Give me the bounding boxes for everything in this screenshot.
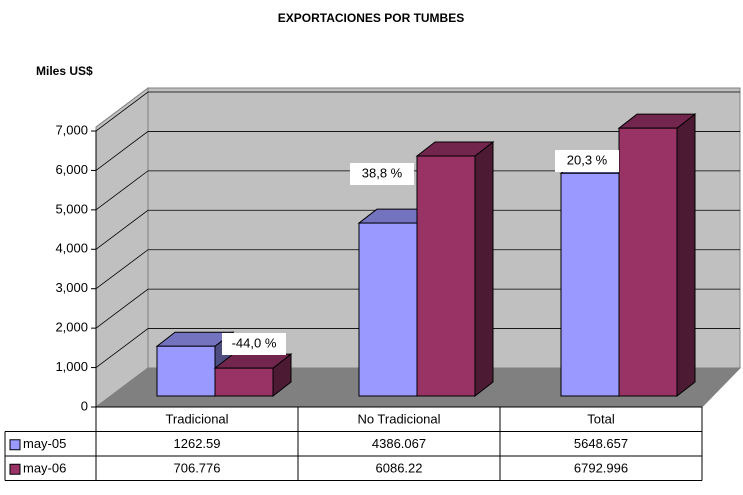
legend-swatch xyxy=(9,439,21,451)
bar-side xyxy=(676,113,696,398)
annotation-box xyxy=(350,163,414,185)
grid-line xyxy=(95,288,740,329)
x-tick-label: Tradicional xyxy=(165,412,228,427)
grid-line xyxy=(95,249,740,290)
legend-label: may-06 xyxy=(23,461,66,476)
grid-line xyxy=(95,170,740,211)
y-tick-label: 5,000 xyxy=(55,201,88,216)
y-tick-label: 0 xyxy=(81,398,88,413)
bar-side xyxy=(474,141,494,398)
annotation: -44,0 % xyxy=(232,335,277,350)
table-value: 1262.59 xyxy=(174,436,221,451)
y-axis-label: Miles US$ xyxy=(36,64,93,78)
table-value: 6792.996 xyxy=(574,461,628,476)
grid-line xyxy=(95,209,740,250)
y-tick-label: 1,000 xyxy=(55,359,88,374)
legend-swatch xyxy=(9,463,21,475)
bar xyxy=(214,367,274,397)
grid-line xyxy=(95,91,740,132)
y-tick-label: 2,000 xyxy=(55,320,88,335)
x-tick-label: No Tradicional xyxy=(357,412,440,427)
annotation: 38,8 % xyxy=(362,165,403,180)
grid-line xyxy=(95,328,740,368)
table-value: 4386.067 xyxy=(372,436,426,451)
x-tick-label: Total xyxy=(587,412,615,427)
bar xyxy=(358,222,418,397)
table-value: 5648.657 xyxy=(574,436,628,451)
bar xyxy=(156,345,216,397)
legend-label: may-05 xyxy=(23,436,66,451)
annotation: 20,3 % xyxy=(567,152,608,167)
annotation-box xyxy=(555,150,619,172)
y-tick-label: 4,000 xyxy=(55,241,88,256)
chart-title: EXPORTACIONES POR TUMBES xyxy=(278,11,464,25)
y-tick-label: 7,000 xyxy=(55,122,88,137)
side-wall xyxy=(95,87,149,408)
bar xyxy=(560,172,620,397)
annotation-box xyxy=(222,333,286,355)
table-value: 706.776 xyxy=(174,461,221,476)
y-tick-label: 3,000 xyxy=(55,280,88,295)
bar xyxy=(416,155,476,397)
bar xyxy=(618,127,678,397)
grid-line xyxy=(95,131,740,171)
table-value: 6086.22 xyxy=(376,461,423,476)
y-tick-label: 6,000 xyxy=(55,162,88,177)
